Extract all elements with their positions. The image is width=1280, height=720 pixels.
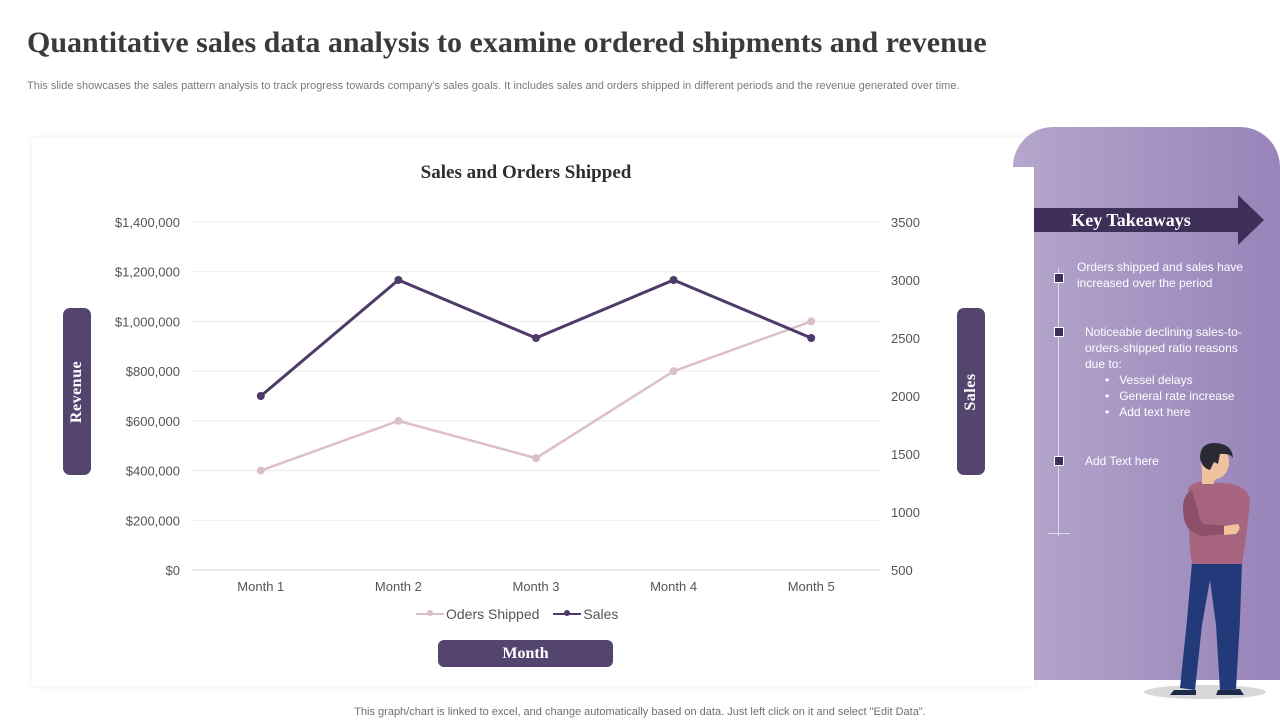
x-tick-label: Month 1 [237, 579, 284, 594]
sub-item-add-text: Add text here [1119, 404, 1255, 420]
takeaway-bullet-3 [1054, 456, 1064, 466]
x-tick-label: Month 5 [788, 579, 835, 594]
y-left-tick-label: $0 [166, 563, 180, 578]
x-axis-label: Month [438, 640, 613, 667]
y-left-tick-label: $1,200,000 [115, 265, 180, 280]
line-chart: Sales and Orders Shipped $0 $200,000 $400,0… [115, 162, 920, 594]
data-point-sales [394, 276, 403, 284]
x-tick-label: Month 2 [375, 579, 422, 594]
data-point-sales [532, 334, 540, 342]
legend-swatch-sales [553, 610, 582, 616]
y-right-tick-label: 3000 [891, 273, 920, 288]
data-point-orders-shipped [807, 317, 816, 326]
chart-title: Sales and Orders Shipped [421, 162, 632, 183]
legend-label-orders: Oders Shipped [446, 606, 540, 622]
revenue-axis-text: Revenue [68, 360, 85, 423]
data-point-orders-shipped [394, 416, 403, 425]
y-left-tick-label: $800,000 [126, 364, 180, 379]
chart-card: Sales and Orders Shipped $0 $200,000 $400,0… [32, 138, 1034, 686]
sales-axis-text: Sales [962, 372, 979, 411]
footer-note: This graph/chart is linked to excel, and… [354, 706, 926, 718]
takeaway-item-1: Orders shipped and sales have increased … [1077, 260, 1244, 290]
y-left-tick-label: $200,000 [126, 513, 180, 528]
takeaway-bullet-2 [1054, 327, 1064, 337]
takeaways-banner-arrow [1034, 195, 1264, 245]
y-right-tick-label: 2500 [891, 331, 920, 346]
x-tick-label: Month 3 [513, 579, 560, 594]
panel-cutout [1013, 167, 1034, 680]
takeaway-item-3: Add Text here [1085, 454, 1159, 468]
y-left-tick-label: $1,000,000 [115, 314, 180, 329]
takeaway-item-2: Noticeable declining sales-to-orders-shi… [1085, 324, 1255, 420]
y-right-tick-label: 3500 [891, 215, 920, 230]
timeline-end-mark [1048, 533, 1070, 534]
page-subtitle: This slide showcases the sales pattern a… [27, 80, 960, 92]
y-right-tick-label: 2000 [891, 389, 920, 404]
x-tick-label: Month 4 [650, 579, 697, 594]
takeaway-bullet-1 [1054, 273, 1064, 283]
data-point-orders-shipped [532, 454, 540, 463]
data-point-orders-shipped [669, 367, 678, 376]
data-point-sales [807, 334, 816, 342]
legend-item-sales: Sales [553, 606, 618, 622]
thinking-person-illustration [1144, 442, 1266, 699]
y-left-tick-label: $400,000 [126, 464, 180, 479]
takeaways-timeline [1058, 268, 1059, 536]
chart-legend: Oders Shipped Sales [416, 606, 632, 622]
data-point-sales [256, 392, 265, 400]
page-title: Quantitative sales data analysis to exam… [27, 26, 987, 59]
takeaway-item-2-text: Noticeable declining sales-to-orders-shi… [1085, 325, 1242, 371]
series-line-orders-shipped [260, 320, 812, 472]
sub-item-vessel-delays: Vessel delays [1119, 372, 1255, 388]
legend-item-orders: Oders Shipped [416, 606, 539, 622]
y-right-tick-label: 1500 [891, 447, 920, 462]
takeaway-sub-list: Vessel delays General rate increase Add … [1085, 372, 1255, 420]
sales-axis-label: Sales [957, 308, 985, 475]
data-point-sales [669, 276, 678, 284]
legend-label-sales: Sales [583, 606, 619, 622]
sub-item-general-rate: General rate increase [1119, 388, 1255, 404]
y-right-tick-label: 1000 [891, 505, 920, 520]
legend-swatch-orders [416, 610, 444, 616]
y-left-tick-label: $1,400,000 [115, 215, 180, 230]
takeaways-heading: Key Takeaways [1071, 210, 1191, 230]
revenue-axis-label: Revenue [63, 308, 91, 475]
data-point-orders-shipped [256, 466, 265, 475]
y-right-tick-label: 500 [891, 563, 913, 578]
y-left-tick-label: $600,000 [126, 414, 180, 429]
